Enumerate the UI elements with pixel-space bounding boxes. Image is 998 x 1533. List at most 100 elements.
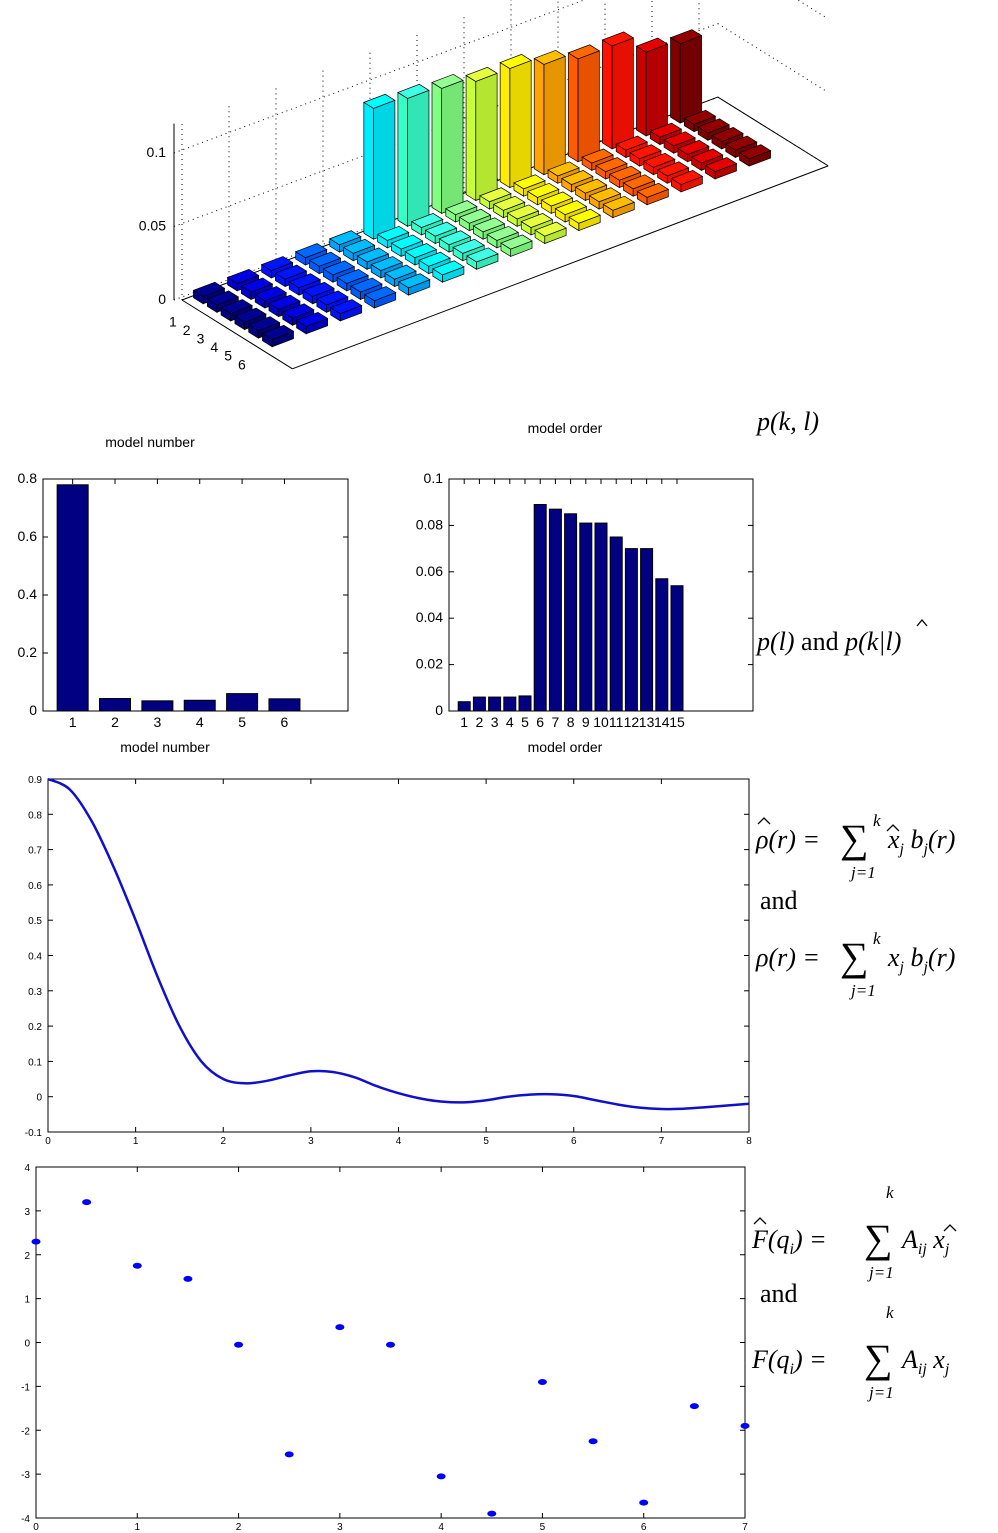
p5-xtick-label: 3: [337, 1522, 343, 1533]
bar3d-face: [438, 230, 472, 246]
bar3d-face: [677, 139, 710, 155]
p5-xtick-label: 1: [135, 1522, 141, 1533]
bar3d-face: [316, 290, 349, 306]
bar3d-bar: [704, 157, 738, 180]
caption-F: F(qi) = ∑ k j=1 Aij xj and F(qi) = ∑ k j…: [751, 1183, 957, 1402]
bar3d-bars: [192, 29, 772, 348]
bar3d-xtick-label: 1: [169, 313, 177, 329]
p5-xtick-label: 4: [438, 1522, 444, 1533]
p3-ytick-label: 0.08: [416, 516, 443, 532]
bar3d-bar: [635, 37, 669, 137]
bar3d-face: [690, 148, 724, 164]
F-scatter-point: [31, 1238, 41, 1245]
bar3d-xtick-label: 5: [224, 348, 232, 364]
F-scatter-point: [689, 1403, 699, 1410]
bar3d-face: [499, 61, 511, 189]
bar3d-face: [711, 127, 744, 142]
p3-xtick-label: 3: [491, 714, 499, 730]
p3-ytick-label: 0.1: [424, 470, 444, 486]
p3-xtick-label: 14: [654, 714, 670, 730]
bar3d-face: [281, 303, 315, 319]
p3-xtick-label: 15: [669, 714, 685, 730]
rho-line-chart: -0.100.10.20.30.40.50.60.70.80.90 1 2 3 4 5 6 7…: [25, 775, 752, 1147]
bar3d-bar: [329, 299, 363, 322]
bar3d-face: [669, 29, 703, 45]
bar3d-face: [567, 52, 579, 163]
svg-text:j=1: j=1: [849, 863, 876, 882]
bar3d-ylabel: model order: [528, 420, 603, 436]
p4-xtick-label: 7: [659, 1136, 665, 1147]
F-scatter-point: [335, 1324, 345, 1331]
p3-xtick-label: 8: [567, 714, 575, 730]
bar3d-face: [465, 74, 477, 202]
bar3d-face: [629, 144, 662, 160]
bar3d-face: [370, 256, 404, 271]
bar3d-face: [472, 217, 506, 233]
bar3d-face: [424, 221, 458, 237]
bar3d-face: [543, 55, 566, 176]
bar3d-bar: [568, 208, 601, 232]
F-scatter-point: [588, 1438, 598, 1445]
bar3d-face: [724, 135, 758, 151]
p3-xtick-label: 1: [460, 714, 468, 730]
bar3d-face: [397, 83, 430, 99]
F-scatter-point: [740, 1422, 750, 1429]
bar3d-grid: [173, 0, 586, 154]
bar3d-face: [636, 45, 647, 137]
bar3d-bar: [466, 247, 499, 270]
bar3d-bar: [669, 29, 703, 124]
bar3d-bar: [432, 260, 465, 283]
bar3d-face: [328, 230, 362, 246]
p3-bar: [488, 696, 502, 712]
bar3d-bar: [499, 54, 532, 189]
bar3d-bar: [465, 66, 498, 202]
bar3d-face: [376, 225, 410, 241]
bar3d-bar: [738, 144, 772, 167]
p4-ytick-label: 0.8: [28, 810, 42, 821]
bar3d-face: [308, 251, 342, 267]
p4-xtick-label: 6: [571, 1136, 577, 1147]
p5-xtick-label: 5: [540, 1522, 546, 1533]
p2-xtick-label: 1: [69, 714, 77, 730]
bar3d-face: [513, 174, 546, 190]
bar3d-face: [656, 161, 690, 177]
svg-text:k: k: [886, 1303, 894, 1322]
bar3d-face: [602, 39, 613, 150]
svg-text:ρ(r) =: ρ(r) =: [755, 943, 820, 972]
F-scatter-point: [183, 1275, 193, 1282]
bar3d-face: [486, 225, 520, 241]
bar3d-face: [670, 170, 704, 185]
bar3d-face: [500, 234, 533, 250]
p3-ytick-label: 0.04: [416, 609, 443, 625]
p4-xtick-label: 4: [396, 1136, 402, 1147]
p2-bar: [268, 698, 301, 712]
bar3d-bar: [534, 221, 567, 245]
p3-bar: [609, 536, 623, 712]
p3-xtick-label: 6: [536, 714, 544, 730]
p4-frame: [47, 778, 750, 1133]
svg-text:j=1: j=1: [849, 981, 876, 1000]
bar3d-bar: [240, 277, 274, 301]
bar3d-bar: [397, 273, 431, 296]
p2-bar: [99, 698, 132, 712]
bar3d-face: [445, 200, 478, 216]
p4-xtick-label: 0: [45, 1136, 51, 1147]
bar3d-face: [554, 200, 588, 216]
bar3d-bar: [601, 31, 635, 150]
bar3d-face: [363, 286, 397, 302]
bar3d-bar: [500, 234, 533, 258]
p3-xtick-label: 9: [582, 714, 590, 730]
svg-text:Aij xj: Aij xj: [900, 1345, 950, 1378]
p5-ytick-label: -3: [21, 1470, 30, 1481]
bar3d-face: [295, 311, 329, 327]
model-order-xlabel: model order: [528, 739, 603, 755]
bar3d-face: [458, 208, 492, 224]
bar3d-bar: [431, 73, 464, 215]
bar3d-face: [261, 324, 295, 340]
bar3d-face: [611, 37, 634, 150]
bar3d-face: [294, 243, 328, 259]
svg-text:∑: ∑: [840, 934, 869, 979]
p3-xtick-label: 10: [593, 714, 609, 730]
bar3d-face: [390, 234, 424, 250]
